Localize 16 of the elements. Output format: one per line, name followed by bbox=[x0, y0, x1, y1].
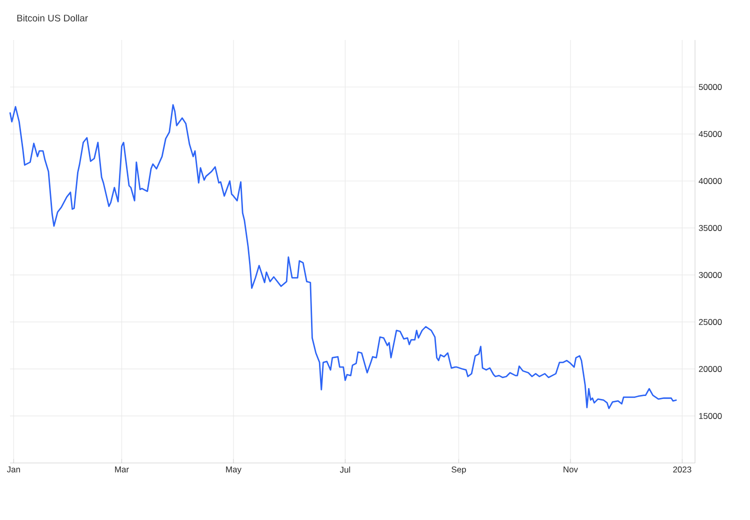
y-tick-label: 45000 bbox=[698, 130, 722, 137]
y-tick-label: 30000 bbox=[698, 272, 722, 278]
y-tick-label: 20000 bbox=[698, 366, 722, 372]
y-tick-label: 40000 bbox=[698, 178, 722, 184]
x-tick-label: May bbox=[226, 466, 242, 474]
y-tick-label: 25000 bbox=[698, 318, 722, 325]
x-tick-label: Jan bbox=[6, 466, 20, 472]
x-tick-label: Jul bbox=[340, 466, 350, 473]
chart-title: Bitcoin US Dollar bbox=[17, 14, 88, 22]
y-tick-label: 15000 bbox=[699, 412, 722, 419]
y-tick-label: 35000 bbox=[698, 224, 722, 231]
y-tick-label: 50000 bbox=[698, 84, 722, 90]
x-tick-label: Sep bbox=[452, 466, 466, 474]
x-tick-label: 2023 bbox=[673, 466, 692, 472]
x-tick-label: Mar bbox=[115, 466, 129, 472]
x-tick-label: Nov bbox=[564, 466, 578, 472]
